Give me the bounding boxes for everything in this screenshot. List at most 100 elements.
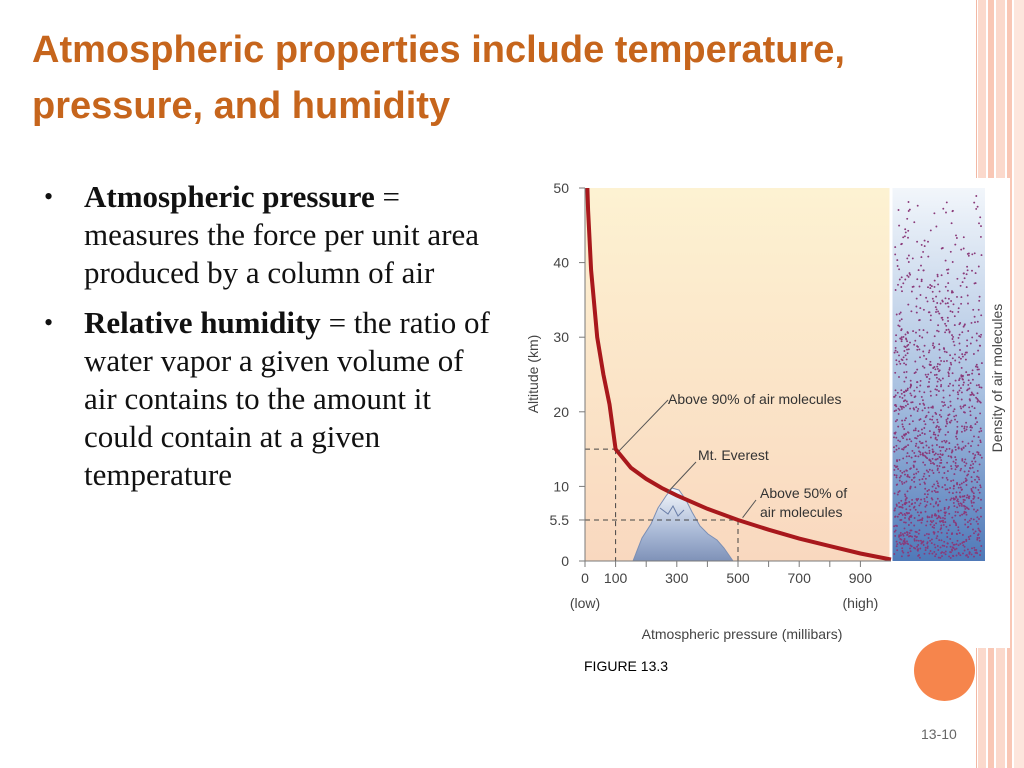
- molecule-dot: [948, 555, 951, 558]
- molecule-dot: [950, 480, 953, 482]
- molecule-dot: [896, 259, 899, 262]
- molecule-dot: [980, 386, 983, 389]
- molecule-dot: [946, 422, 949, 425]
- molecule-dot: [969, 414, 972, 417]
- molecule-dot: [945, 418, 948, 421]
- molecule-dot: [977, 444, 980, 447]
- molecule-dot: [910, 310, 913, 313]
- molecule-dot: [902, 437, 905, 440]
- molecule-dot: [953, 543, 956, 546]
- molecule-dot: [959, 284, 962, 287]
- molecule-dot: [963, 411, 965, 414]
- molecule-dot: [901, 482, 904, 485]
- molecule-dot: [974, 478, 976, 481]
- molecule-dot: [914, 427, 917, 430]
- molecule-dot: [901, 533, 904, 536]
- molecule-dot: [958, 384, 960, 387]
- bullet-text: the ratio of water vapor a given volume …: [84, 305, 490, 492]
- molecule-dot: [949, 455, 952, 458]
- molecule-dot: [948, 368, 951, 371]
- molecule-dot: [915, 331, 917, 334]
- molecule-dot: [945, 324, 948, 327]
- molecule-dot: [980, 314, 983, 317]
- molecule-dot: [963, 499, 966, 502]
- molecule-dot: [946, 532, 948, 535]
- molecule-dot: [925, 414, 928, 417]
- molecule-dot: [896, 543, 899, 546]
- molecule-dot: [963, 505, 966, 508]
- molecule-dot: [911, 449, 914, 452]
- molecule-dot: [952, 384, 955, 387]
- molecule-dot: [936, 464, 939, 467]
- molecule-dot: [907, 210, 910, 212]
- figure-panel: 0 5.5 10 20 30 40 50 0 100 300 500 700 900 (low) (h…: [510, 178, 1010, 648]
- molecule-dot: [958, 532, 961, 535]
- molecule-dot: [904, 346, 907, 349]
- molecule-dot: [922, 250, 925, 253]
- molecule-dot: [972, 452, 975, 455]
- molecule-dot: [948, 447, 951, 450]
- x-tick-label: 700: [788, 570, 812, 586]
- molecule-dot: [897, 407, 900, 410]
- molecule-dot: [945, 498, 948, 501]
- molecule-dot: [919, 379, 922, 382]
- molecule-dot: [977, 265, 980, 268]
- molecule-dot: [976, 400, 979, 403]
- molecule-dot: [921, 478, 924, 481]
- molecule-dot: [971, 253, 974, 256]
- molecule-dot: [901, 423, 904, 426]
- molecule-dot: [956, 511, 959, 514]
- reference-lines: [585, 448, 739, 561]
- molecule-dot: [903, 481, 906, 484]
- molecule-dot: [937, 426, 940, 428]
- molecule-dot: [894, 389, 897, 392]
- molecule-dot: [906, 542, 909, 545]
- molecule-dot: [944, 488, 947, 491]
- molecule-dot: [949, 545, 952, 548]
- molecule-dot: [968, 406, 971, 409]
- molecule-dot: [909, 273, 912, 276]
- molecule-dot: [899, 531, 902, 534]
- molecule-dot: [970, 445, 972, 447]
- molecule-dot: [977, 527, 980, 530]
- molecule-dot: [937, 370, 940, 373]
- molecule-dot: [936, 469, 939, 471]
- molecule-dot: [936, 380, 939, 383]
- molecule-dot: [933, 431, 935, 434]
- molecule-dot: [900, 276, 903, 279]
- molecule-dot: [941, 318, 944, 321]
- molecule-dot: [925, 456, 928, 459]
- molecule-dot: [922, 544, 925, 546]
- molecule-dot: [946, 478, 949, 481]
- molecule-dot: [922, 308, 925, 311]
- molecule-dot: [967, 470, 970, 473]
- molecule-dot: [920, 264, 922, 267]
- molecule-dot: [972, 308, 975, 311]
- molecule-dot: [952, 519, 955, 522]
- molecule-dot: [943, 540, 946, 543]
- molecule-dot: [976, 469, 979, 472]
- molecule-dot: [947, 328, 950, 331]
- molecule-dot: [936, 388, 938, 391]
- molecule-dot: [914, 501, 917, 504]
- molecule-dot: [961, 541, 964, 544]
- molecule-dot: [925, 440, 927, 443]
- molecule-dot: [977, 373, 980, 376]
- molecule-dot: [958, 491, 961, 494]
- molecule-dot: [966, 269, 969, 272]
- molecule-dot: [929, 462, 932, 465]
- molecule-dot: [918, 529, 921, 532]
- molecule-dot: [926, 300, 929, 303]
- molecule-dot: [925, 444, 928, 447]
- molecule-dot: [927, 537, 930, 539]
- molecule-dot: [974, 365, 977, 368]
- molecule-dot: [978, 491, 981, 494]
- molecule-dot: [944, 322, 947, 325]
- molecule-dot: [910, 521, 913, 524]
- molecule-dot: [938, 356, 941, 359]
- molecule-dot: [965, 286, 968, 289]
- molecule-dot: [931, 514, 934, 517]
- molecule-dot: [907, 275, 910, 278]
- molecule-dot: [936, 482, 939, 485]
- molecule-dot: [965, 538, 968, 541]
